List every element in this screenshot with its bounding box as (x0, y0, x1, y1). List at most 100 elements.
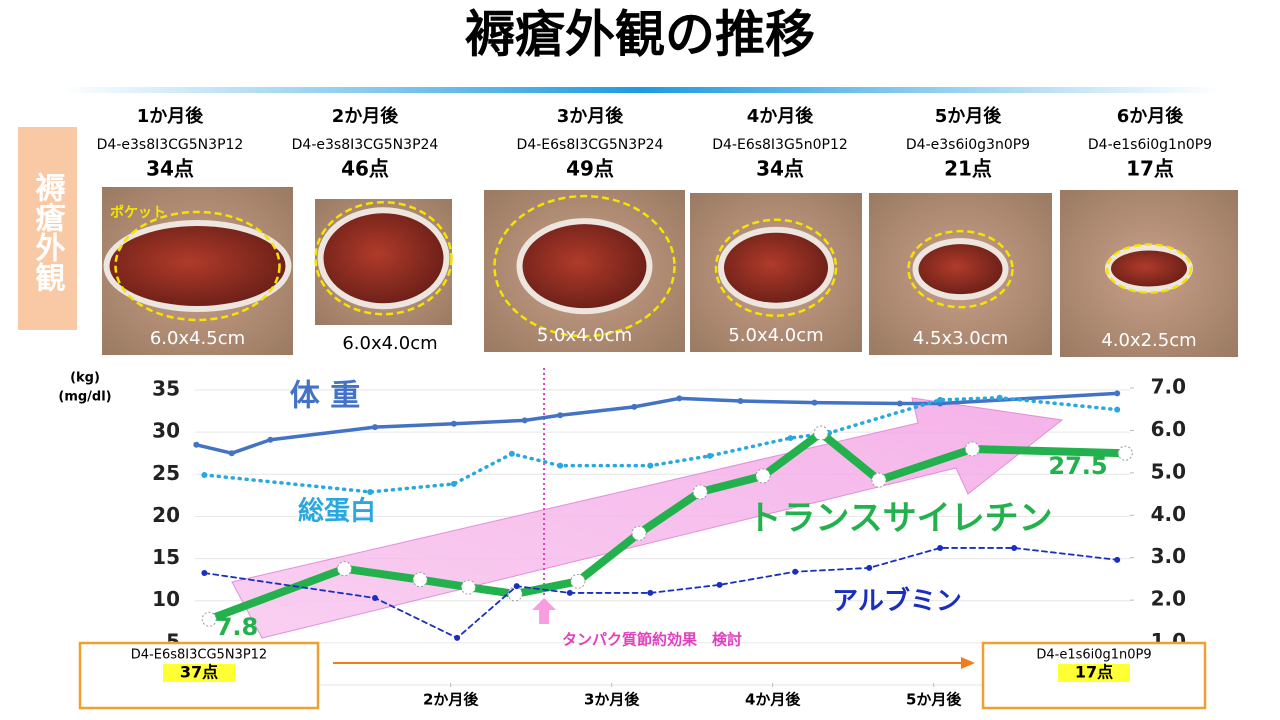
data-point (201, 471, 208, 478)
photo-code: D4-e1s6i0g1n0P9 (1088, 137, 1212, 153)
photo-code: D4-E6s8I3CG5N3P24 (517, 137, 664, 153)
data-point (937, 544, 944, 551)
wound-size: 4.5x3.0cm (913, 328, 1008, 349)
data-point (647, 462, 654, 469)
data-point (792, 568, 799, 575)
data-point (631, 403, 638, 410)
data-point (193, 441, 200, 448)
y2-tick-label: 6.0 (1151, 417, 1186, 441)
data-point (521, 417, 528, 424)
photo-month: 5か月後 (935, 105, 1003, 127)
title-rule (60, 87, 1220, 93)
data-point (647, 589, 654, 596)
wound-outline (714, 218, 838, 317)
data-point (372, 424, 379, 431)
data-point (372, 595, 379, 602)
wound-outline (314, 200, 453, 316)
progress-arrowhead (961, 657, 975, 669)
y-tick-label: 30 (152, 419, 180, 443)
y2-tick-label: 3.0 (1151, 544, 1186, 568)
data-point (706, 452, 713, 459)
y-axis-label: (kg) (70, 371, 100, 386)
series-label: トランスサイレチン (747, 499, 1052, 539)
photo-score: 21点 (944, 157, 992, 181)
series-label: アルブミン (832, 586, 962, 617)
slide-title: 褥瘡外観の推移 (465, 6, 815, 64)
data-point (1117, 445, 1133, 461)
wound-size: 6.0x4.0cm (342, 333, 437, 354)
wound-bed (1111, 250, 1187, 287)
data-point (964, 441, 980, 457)
annotation: タンパク質節約効果 検討 (562, 631, 742, 649)
score-highlight (1058, 664, 1130, 682)
series-line (194, 391, 1119, 455)
photo-month: 6か月後 (1117, 105, 1185, 127)
photo-code: D4-e3s8I3CG5N3P24 (292, 137, 439, 153)
wound-outline (1105, 243, 1193, 294)
data-point (1114, 390, 1121, 397)
data-point (896, 400, 903, 407)
photo-score: 46点 (341, 157, 389, 181)
wound-size: 4.0x2.5cm (1101, 330, 1196, 351)
side-label: 褥瘡外観 (30, 172, 67, 293)
data-point (871, 472, 887, 488)
y-tick-label: 25 (152, 461, 180, 485)
data-point (267, 436, 274, 443)
data-point (557, 412, 564, 419)
wound-bed (522, 224, 647, 309)
y2-tick-label: 2.0 (1151, 587, 1186, 611)
data-point (716, 581, 723, 588)
data-point (866, 564, 873, 571)
score-box-code: D4-e1s6i0g1n0P9 (1036, 648, 1151, 663)
data-point (996, 394, 1003, 401)
data-point (1114, 406, 1121, 413)
data-point (450, 420, 457, 427)
data-point (367, 488, 374, 495)
x-tick-label: 3か月後 (584, 691, 640, 709)
wound-bed (918, 244, 1003, 295)
wound-bed (109, 225, 286, 306)
data-point (508, 450, 515, 457)
wound-size: 5.0x4.0cm (537, 325, 632, 346)
data-point (454, 634, 461, 641)
x-tick-label: 2か月後 (423, 691, 479, 709)
data-point (811, 399, 818, 406)
y-tick-label: 15 (152, 545, 180, 569)
data-point (676, 395, 683, 402)
y-tick-label: 35 (152, 377, 180, 401)
series-label: 総蛋白 (298, 496, 376, 527)
wound-outline (114, 210, 281, 322)
wound-outline (907, 229, 1014, 309)
photo-note: ポケット (110, 204, 166, 221)
photo-month: 1か月後 (137, 105, 205, 127)
series-line (202, 396, 1119, 494)
score-box-code: D4-E6s8I3CG5N3P12 (131, 648, 267, 663)
y2-tick-label: 7.0 (1151, 375, 1186, 399)
data-point (1114, 556, 1121, 563)
data-point (1011, 544, 1018, 551)
data-point (755, 468, 771, 484)
wound-outline (493, 194, 676, 338)
photo-month: 4か月後 (747, 105, 815, 127)
y-tick-label: 20 (152, 503, 180, 527)
wound-bed (724, 232, 828, 303)
y-tick-label: 10 (152, 587, 180, 611)
y2-tick-label: 4.0 (1151, 502, 1186, 526)
photo-code: D4-E6s8I3G5n0P12 (712, 137, 848, 153)
data-point (692, 484, 708, 500)
data-point (566, 589, 573, 596)
data-point (787, 435, 794, 442)
x-tick-label: 5か月後 (906, 691, 962, 709)
data-point (507, 586, 523, 602)
data-point (450, 480, 457, 487)
photo-month: 3か月後 (557, 105, 625, 127)
photo-code: D4-e3s8I3CG5N3P12 (97, 137, 244, 153)
wound-size: 6.0x4.5cm (150, 328, 245, 349)
photo-score: 17点 (1126, 157, 1174, 181)
wound-size: 5.0x4.0cm (728, 325, 823, 346)
data-point (336, 561, 352, 577)
data-point (201, 611, 217, 627)
score-highlight (163, 664, 235, 682)
score-box-score: 17点 (1075, 663, 1113, 682)
